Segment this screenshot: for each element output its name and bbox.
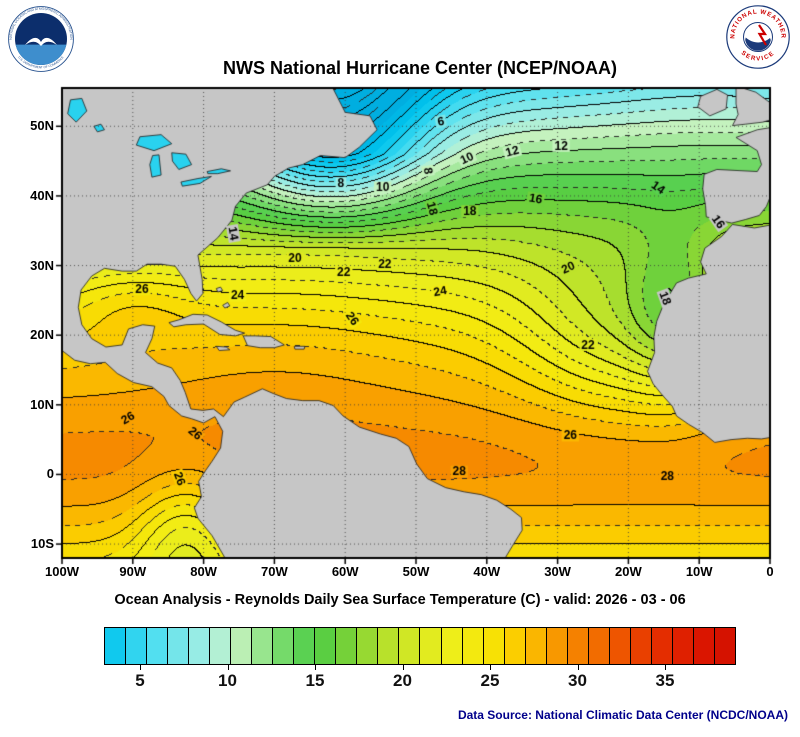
colorbar-segment: [672, 628, 694, 664]
colorbar-segment: [231, 628, 253, 664]
x-axis-label: 100W: [45, 564, 79, 579]
nws-wave-icon: [745, 37, 771, 51]
data-source-text: Data Source: National Climatic Data Cent…: [457, 708, 788, 722]
colorbar-tick-label: 20: [393, 671, 412, 690]
colorbar-segment: [483, 628, 505, 664]
map-subtitle: Ocean Analysis - Reynolds Daily Sea Surf…: [114, 592, 686, 608]
colorbar-segment: [378, 628, 400, 664]
colorbar-segment: [546, 628, 568, 664]
colorbar-segment: [357, 628, 379, 664]
colorbar-tick-label: 35: [655, 671, 675, 690]
colorbar-segment: [693, 628, 715, 664]
y-axis-label: 20N: [30, 327, 54, 343]
x-axis-label: 80W: [190, 564, 217, 579]
colorbar-tick: [227, 665, 229, 670]
colorbar-tick-label: 25: [480, 671, 500, 690]
colorbar-segment: [168, 628, 190, 664]
colorbar-segment: [105, 628, 127, 664]
colorbar-segment: [420, 628, 442, 664]
sst-map-canvas: [50, 80, 778, 566]
colorbar-tick: [315, 665, 316, 670]
y-axis-label: 10S: [30, 536, 54, 552]
x-axis-label: 20W: [615, 564, 642, 579]
x-axis-label: 90W: [119, 564, 147, 579]
colorbar-segment: [441, 628, 463, 664]
colorbar-segment: [147, 628, 169, 664]
colorbar-tick: [140, 665, 141, 670]
x-axis-label: 30W: [544, 564, 571, 579]
colorbar-segment: [315, 628, 337, 664]
colorbar-segment: [462, 628, 484, 664]
colorbar-segment: [189, 628, 211, 664]
colorbar-segment: [273, 628, 295, 664]
colorbar-segment: [525, 628, 547, 664]
colorbar-segment: [588, 628, 610, 664]
x-axis-label: 60W: [331, 564, 359, 579]
colorbar-tick-label: 10: [218, 671, 237, 690]
y-axis-label: 30N: [30, 257, 54, 273]
page-title: NWS National Hurricane Center (NCEP/NOAA…: [222, 58, 618, 78]
y-axis-label: 40N: [30, 187, 54, 203]
x-axis-label: 10W: [685, 564, 713, 579]
noaa-seagull-icon: [25, 37, 57, 46]
colorbar-tick: [665, 665, 666, 670]
x-axis-label: 0: [766, 564, 774, 579]
colorbar-tick-label: 5: [135, 671, 145, 690]
colorbar-tick-label: 15: [305, 671, 325, 690]
colorbar-tick-label: 30: [568, 671, 587, 690]
colorbar-segment: [714, 628, 735, 664]
x-axis-label: 40W: [473, 564, 501, 579]
y-axis-label: 50N: [30, 118, 54, 134]
colorbar: [104, 627, 736, 665]
colorbar-segment: [126, 628, 148, 664]
colorbar-segment: [609, 628, 631, 664]
colorbar-segment: [336, 628, 358, 664]
colorbar-tick: [490, 665, 491, 670]
x-axis-label: 50W: [402, 564, 430, 579]
x-axis-label: 70W: [261, 564, 288, 579]
colorbar-segment: [630, 628, 652, 664]
noaa-emblem-sea: [15, 44, 67, 66]
colorbar-segment: [210, 628, 232, 664]
nws-logo: NATIONAL WEATHER SERVICE: [726, 5, 790, 69]
noaa-logo: NATIONAL OCEANIC AND ATMOSPHERIC ADMINIS…: [8, 6, 74, 72]
colorbar-segment: [252, 628, 274, 664]
colorbar-segment: [294, 628, 316, 664]
y-axis-label: 10N: [30, 396, 54, 412]
colorbar-tick: [402, 665, 404, 670]
colorbar-segment: [651, 628, 673, 664]
colorbar-tick: [577, 665, 579, 670]
colorbar-segment: [504, 628, 526, 664]
nws-lightning-icon: [757, 24, 768, 46]
colorbar-segment: [567, 628, 589, 664]
y-axis-label: 0: [46, 466, 54, 482]
colorbar-segment: [399, 628, 421, 664]
